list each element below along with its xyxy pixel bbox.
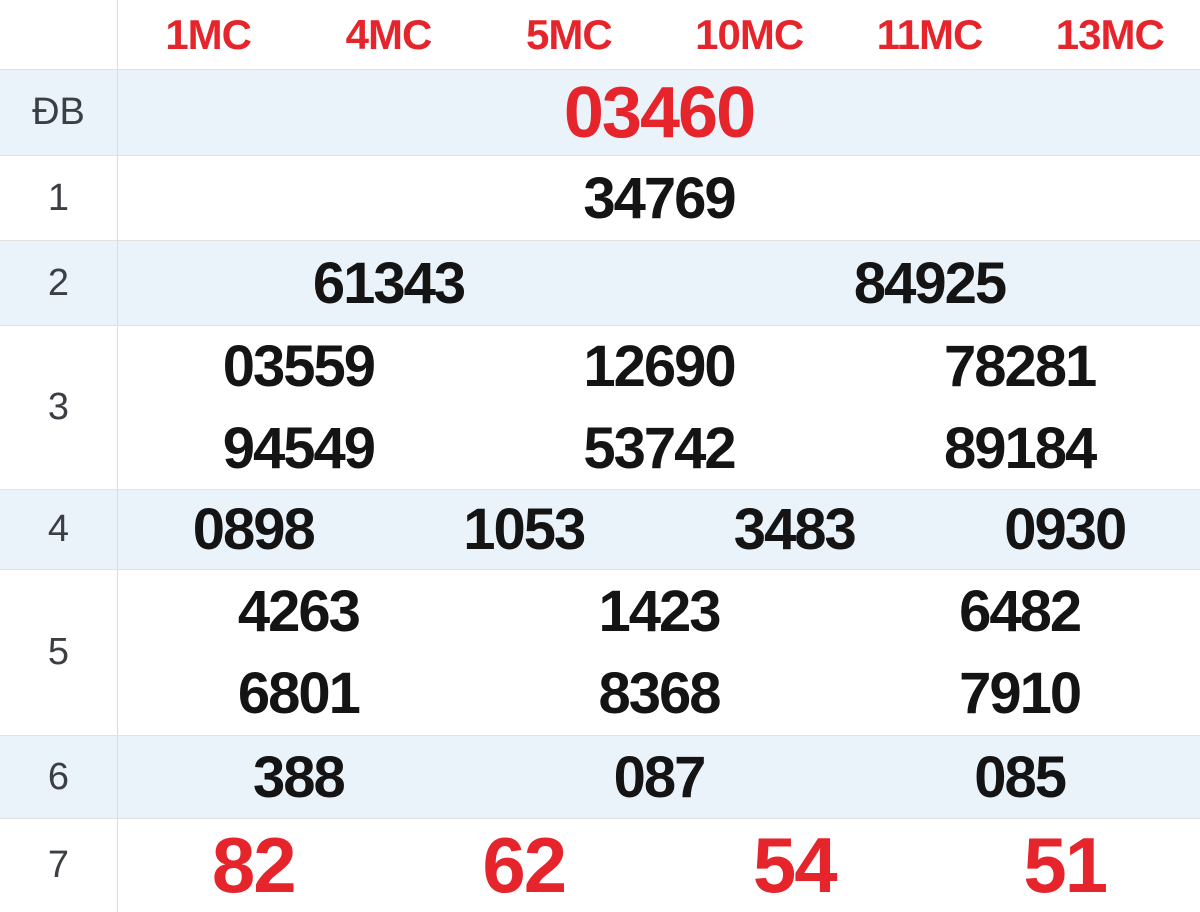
prize-numbers: 4263 6801 1423 8368 6482 7910 bbox=[118, 570, 1200, 735]
number-group: 0930 bbox=[930, 490, 1200, 569]
number-group: 54 bbox=[659, 819, 930, 912]
prize-numbers: 03559 94549 12690 53742 78281 89184 bbox=[118, 326, 1200, 489]
prize-label: 4 bbox=[0, 490, 118, 569]
number-group: 03460 bbox=[118, 70, 1200, 155]
winning-number: 0930 bbox=[1004, 497, 1127, 562]
number-group: 6482 7910 bbox=[839, 570, 1200, 735]
number-group: 34769 bbox=[118, 156, 1200, 240]
winning-number: 1423 bbox=[598, 578, 721, 644]
prize-row-1: 1 34769 bbox=[0, 156, 1200, 241]
number-group: 12690 53742 bbox=[479, 326, 840, 489]
number-group: 0898 bbox=[118, 490, 389, 569]
prize-numbers: 388 087 085 bbox=[118, 736, 1200, 818]
number-group: 84925 bbox=[659, 241, 1200, 325]
prize-label: 2 bbox=[0, 241, 118, 325]
winning-number: 7910 bbox=[959, 661, 1082, 727]
station-header-row: 1MC 4MC 5MC 10MC 11MC 13MC bbox=[0, 0, 1200, 70]
prize-label: 6 bbox=[0, 736, 118, 818]
station-header-5mc: 5MC bbox=[525, 10, 613, 58]
prize-row-7: 7 82 62 54 51 bbox=[0, 819, 1200, 912]
prize-numbers: 03460 bbox=[118, 70, 1200, 155]
winning-number: 087 bbox=[613, 744, 707, 810]
number-group: 03559 94549 bbox=[118, 326, 479, 489]
number-group: 4263 6801 bbox=[118, 570, 479, 735]
winning-number: 03559 bbox=[222, 334, 376, 400]
winning-number: 03460 bbox=[563, 72, 756, 153]
header-corner-cell bbox=[0, 0, 118, 69]
number-group: 087 bbox=[479, 736, 840, 818]
prize-row-5: 5 4263 6801 1423 8368 6482 7910 bbox=[0, 570, 1200, 736]
winning-number: 12690 bbox=[583, 334, 736, 400]
results-table-body: ĐB 03460 1 34769 2 61343 84925 3 03559 94549 12690… bbox=[0, 70, 1200, 912]
station-header-10mc: 10MC bbox=[695, 10, 804, 58]
winning-number: 84925 bbox=[853, 250, 1007, 316]
winning-number: 94549 bbox=[222, 415, 376, 481]
winning-number: 62 bbox=[482, 821, 567, 909]
number-group: 62 bbox=[389, 819, 660, 912]
winning-number: 1053 bbox=[463, 497, 586, 562]
prize-label: 1 bbox=[0, 156, 118, 240]
station-labels: 1MC 4MC 5MC 10MC 11MC 13MC bbox=[118, 0, 1200, 69]
prize-numbers: 82 62 54 51 bbox=[118, 819, 1200, 912]
number-group: 82 bbox=[118, 819, 389, 912]
number-group: 61343 bbox=[118, 241, 659, 325]
winning-number: 3483 bbox=[733, 497, 857, 562]
station-header-11mc: 11MC bbox=[876, 10, 984, 58]
winning-number: 0898 bbox=[192, 497, 316, 562]
prize-label: 5 bbox=[0, 570, 118, 735]
number-group: 3483 bbox=[659, 490, 930, 569]
winning-number: 82 bbox=[211, 821, 297, 909]
number-group: 78281 89184 bbox=[839, 326, 1200, 489]
winning-number: 51 bbox=[1023, 821, 1108, 909]
prize-numbers: 0898 1053 3483 0930 bbox=[118, 490, 1200, 569]
winning-number: 78281 bbox=[944, 334, 1097, 400]
winning-number: 6482 bbox=[959, 578, 1082, 644]
winning-number: 53742 bbox=[583, 415, 736, 481]
prize-row-6: 6 388 087 085 bbox=[0, 736, 1200, 819]
winning-number: 085 bbox=[974, 744, 1067, 810]
number-group: 1053 bbox=[389, 490, 660, 569]
prize-row-2: 2 61343 84925 bbox=[0, 241, 1200, 326]
station-header-1mc: 1MC bbox=[165, 10, 252, 58]
winning-number: 89184 bbox=[944, 415, 1097, 481]
winning-number: 8368 bbox=[598, 661, 721, 727]
prize-row-đb: ĐB 03460 bbox=[0, 70, 1200, 156]
station-header-4mc: 4MC bbox=[345, 10, 433, 58]
prize-row-3: 3 03559 94549 12690 53742 78281 89184 bbox=[0, 326, 1200, 490]
number-group: 388 bbox=[118, 736, 479, 818]
winning-number: 34769 bbox=[583, 165, 736, 231]
winning-number: 4263 bbox=[237, 578, 361, 644]
station-header-13mc: 13MC bbox=[1055, 10, 1165, 58]
prize-label: ĐB bbox=[0, 70, 118, 155]
number-group: 085 bbox=[839, 736, 1200, 818]
winning-number: 61343 bbox=[312, 250, 466, 316]
winning-number: 54 bbox=[752, 821, 838, 909]
prize-numbers: 61343 84925 bbox=[118, 241, 1200, 325]
winning-number: 6801 bbox=[237, 661, 361, 727]
prize-numbers: 34769 bbox=[118, 156, 1200, 240]
number-group: 51 bbox=[930, 819, 1200, 912]
prize-label: 7 bbox=[0, 819, 118, 912]
prize-label: 3 bbox=[0, 326, 118, 489]
prize-row-4: 4 0898 1053 3483 0930 bbox=[0, 490, 1200, 570]
number-group: 1423 8368 bbox=[479, 570, 840, 735]
winning-number: 388 bbox=[252, 744, 346, 810]
